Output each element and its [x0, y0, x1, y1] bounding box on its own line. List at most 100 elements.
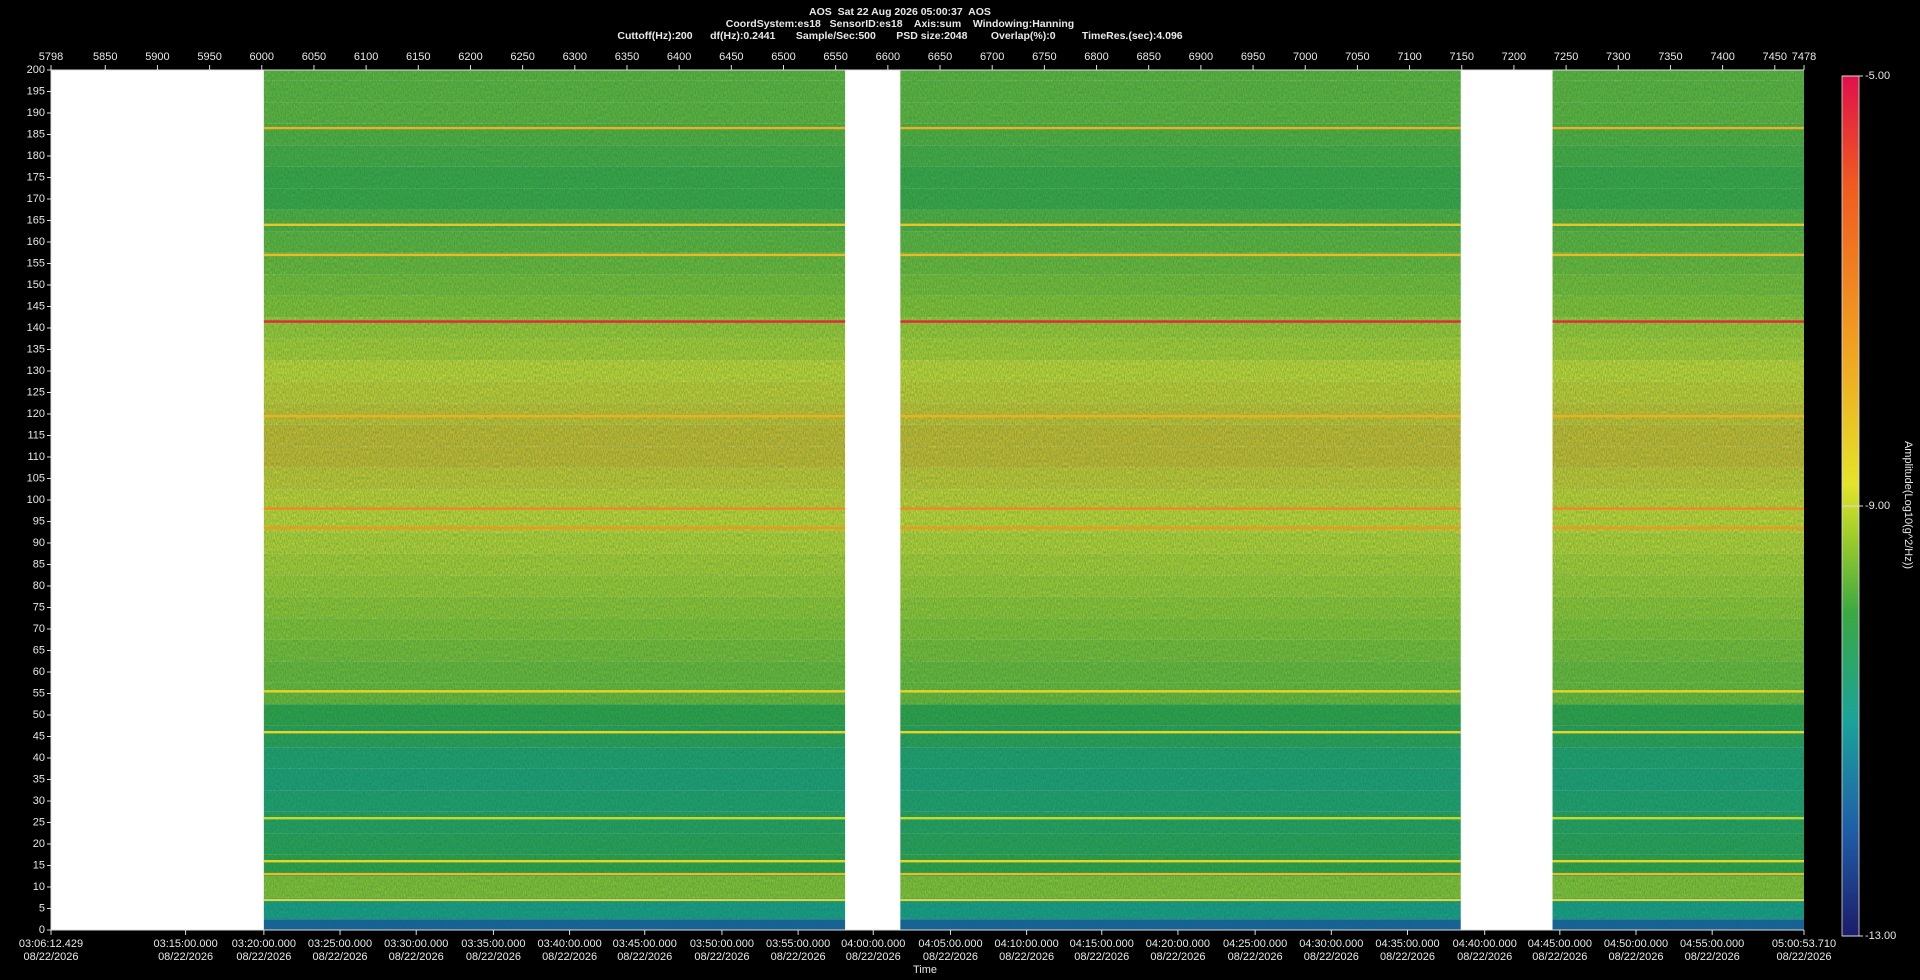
colorbar-tick-label: -13.00: [1865, 930, 1896, 942]
x-tick-label: 6100: [354, 51, 378, 63]
time-tick-date: 08/22/2026: [1228, 951, 1283, 963]
time-tick-date: 08/22/2026: [158, 951, 213, 963]
y-tick-label: 180: [27, 150, 45, 162]
time-tick-label: 04:10:00.000: [995, 938, 1059, 950]
x-tick-label: 6150: [406, 51, 430, 63]
y-tick-label: 60: [33, 666, 45, 678]
spectral-line: [1552, 731, 1804, 734]
x-tick-label: 6200: [458, 51, 482, 63]
x-tick-label: 6350: [615, 51, 639, 63]
x-tick-label: 5900: [145, 51, 169, 63]
spectral-line: [263, 253, 846, 257]
x-tick-label: 7450: [1763, 51, 1787, 63]
x-tick-label: 6400: [667, 51, 691, 63]
spectral-line: [1552, 253, 1804, 257]
spectral-line: [1552, 414, 1804, 418]
spectral-line: [263, 126, 846, 130]
time-tick-date: 08/22/2026: [999, 951, 1054, 963]
x-tick-label: 6600: [876, 51, 900, 63]
spectral-line: [1552, 898, 1804, 902]
spectral-line: [900, 223, 1461, 226]
time-tick-date: 08/22/2026: [694, 951, 749, 963]
spectral-line: [900, 898, 1461, 902]
y-tick-label: 175: [27, 171, 45, 183]
data-segment: [900, 70, 1461, 930]
y-tick-label: 170: [27, 193, 45, 205]
y-tick-label: 195: [27, 85, 45, 97]
x-tick-label: 6300: [563, 51, 587, 63]
spectral-line: [900, 526, 1461, 530]
x-tick-label: 6950: [1241, 51, 1265, 63]
time-tick-date: 08/22/2026: [923, 951, 978, 963]
spectral-line: [1552, 507, 1804, 510]
time-tick-label: 04:55:00.000: [1680, 938, 1744, 950]
spectral-line: [263, 731, 846, 734]
spectral-line: [263, 690, 846, 693]
time-tick-label: 04:30:00.000: [1299, 938, 1363, 950]
y-tick-label: 100: [27, 494, 45, 506]
spectral-line: [1552, 817, 1804, 820]
y-tick-label: 115: [27, 429, 45, 441]
y-tick-label: 155: [27, 257, 45, 269]
time-tick-date: 08/22/2026: [1776, 951, 1831, 963]
time-tick-label: 04:50:00.000: [1604, 938, 1668, 950]
y-tick-label: 140: [27, 322, 45, 334]
x-tick-label: 6700: [980, 51, 1004, 63]
x-tick-label: 6500: [771, 51, 795, 63]
spectral-line: [900, 690, 1461, 693]
x-tick-label: 7250: [1554, 51, 1578, 63]
time-tick-date: 08/22/2026: [846, 951, 901, 963]
time-tick-date: 08/22/2026: [1380, 951, 1435, 963]
texture: [900, 70, 1461, 930]
y-tick-label: 185: [27, 128, 45, 140]
x-tick-label: 6650: [928, 51, 952, 63]
spectral-line: [263, 872, 846, 876]
time-tick-label: 04:05:00.000: [918, 938, 982, 950]
x-tick-label: 6750: [1032, 51, 1056, 63]
y-tick-label: 135: [27, 343, 45, 355]
time-tick-date: 08/22/2026: [236, 951, 291, 963]
time-tick-label: 04:45:00.000: [1528, 938, 1592, 950]
colorbar-label: Amplitude(Log10(g^2/Hz)): [1902, 441, 1914, 569]
x-tick-label: 6800: [1084, 51, 1108, 63]
x-tick-label: 7478: [1792, 51, 1816, 63]
spectral-line: [900, 253, 1461, 257]
y-tick-label: 0: [39, 924, 45, 936]
time-tick-date: 08/22/2026: [1304, 951, 1359, 963]
time-tick-label: 03:30:00.000: [384, 938, 448, 950]
time-tick-label: 03:35:00.000: [461, 938, 525, 950]
y-tick-label: 150: [27, 279, 45, 291]
x-tick-label: 7300: [1606, 51, 1630, 63]
spectral-line: [263, 526, 846, 530]
x-tick-label: 7100: [1397, 51, 1421, 63]
spectral-line: [263, 817, 846, 820]
time-tick-date: 08/22/2026: [1457, 951, 1512, 963]
spectral-line: [263, 223, 846, 226]
y-tick-label: 20: [33, 838, 45, 850]
spectral-line: [263, 507, 846, 510]
x-tick-label: 5950: [197, 51, 221, 63]
time-tick-label: 04:15:00.000: [1070, 938, 1134, 950]
spectral-line: [263, 320, 846, 323]
y-tick-label: 40: [33, 752, 45, 764]
spectral-line: [900, 860, 1461, 863]
x-tick-label: 6550: [823, 51, 847, 63]
y-tick-label: 165: [27, 214, 45, 226]
spectral-line: [1552, 320, 1804, 323]
time-tick-date: 08/22/2026: [1532, 951, 1587, 963]
time-tick-label: 03:55:00.000: [766, 938, 830, 950]
time-tick-label: 03:06:12.429: [19, 938, 83, 950]
time-tick-label: 04:40:00.000: [1453, 938, 1517, 950]
spectral-line: [900, 320, 1461, 323]
texture: [263, 70, 846, 930]
x-axis-label: Time: [913, 964, 937, 976]
time-tick-date: 08/22/2026: [313, 951, 368, 963]
x-tick-label: 7050: [1345, 51, 1369, 63]
y-tick-label: 95: [33, 515, 45, 527]
spectral-line: [900, 817, 1461, 820]
x-tick-label: 7200: [1502, 51, 1526, 63]
x-tick-label: 7400: [1710, 51, 1734, 63]
y-tick-label: 10: [33, 881, 45, 893]
time-tick-label: 03:20:00.000: [232, 938, 296, 950]
